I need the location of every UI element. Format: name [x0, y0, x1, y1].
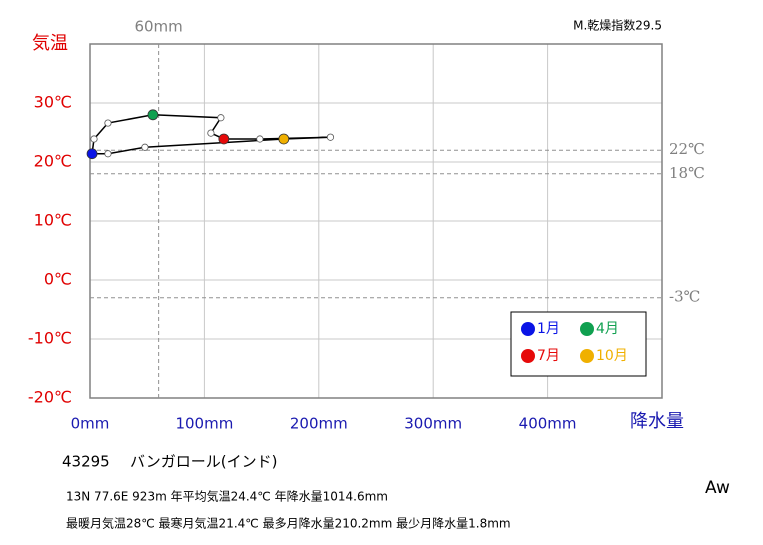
- y-tick-label: 20℃: [34, 152, 72, 171]
- month-point: [256, 135, 264, 143]
- month-point: [104, 150, 112, 158]
- reference-label: 18℃: [669, 164, 705, 182]
- legend-label: 4月: [596, 321, 619, 337]
- x-tick-label: 300mm: [404, 415, 462, 433]
- month-point: [147, 109, 159, 121]
- reference-label: 22℃: [669, 140, 705, 158]
- x-tick-label: 200mm: [290, 415, 348, 433]
- month-point: [90, 135, 98, 143]
- station-id: 43295: [62, 453, 110, 471]
- y-tick-label: 30℃: [34, 93, 72, 112]
- y-tick-label: 10℃: [34, 211, 72, 230]
- x-tick-label: 100mm: [175, 415, 233, 433]
- month-point: [326, 133, 335, 141]
- legend-marker: [521, 349, 535, 363]
- plot-frame: [89, 43, 663, 399]
- legend: 1月 4月 7月 10月: [510, 311, 647, 377]
- legend-label: 10月: [596, 348, 628, 364]
- y-axis-title: 気温: [32, 33, 68, 54]
- legend-marker: [580, 349, 594, 363]
- index-label: M.乾燥指数29.5: [573, 18, 662, 33]
- y-tick-label: 0℃: [44, 270, 72, 289]
- legend-box: [510, 311, 647, 377]
- month-point: [207, 129, 215, 137]
- legend-label: 7月: [537, 348, 560, 364]
- x-tick-label: 400mm: [519, 415, 577, 433]
- month-point: [104, 119, 112, 127]
- legend-label: 1月: [537, 321, 560, 337]
- station-info: 13N 77.6E 923m 年平均気温24.4℃ 年降水量1014.6mm: [66, 489, 388, 504]
- month-point: [218, 133, 230, 145]
- month-point: [217, 114, 225, 122]
- month-point: [141, 143, 149, 151]
- reference-label: 60mm: [134, 18, 182, 36]
- y-tick-label: -20℃: [28, 388, 72, 407]
- reference-label: -3℃: [669, 288, 700, 306]
- month-point: [278, 133, 290, 145]
- legend-marker: [521, 322, 535, 336]
- month-point: [86, 148, 98, 160]
- station-name: バンガロール(インド): [130, 453, 277, 471]
- x-tick-label: 0mm: [71, 415, 110, 433]
- x-axis-title: 降水量: [630, 411, 684, 432]
- y-tick-label: -10℃: [28, 329, 72, 348]
- station-stats: 最暖月気温28℃ 最寒月気温21.4℃ 最多月降水量210.2mm 最少月降水量…: [66, 516, 511, 531]
- climate-class: Aw: [705, 478, 730, 498]
- legend-marker: [580, 322, 594, 336]
